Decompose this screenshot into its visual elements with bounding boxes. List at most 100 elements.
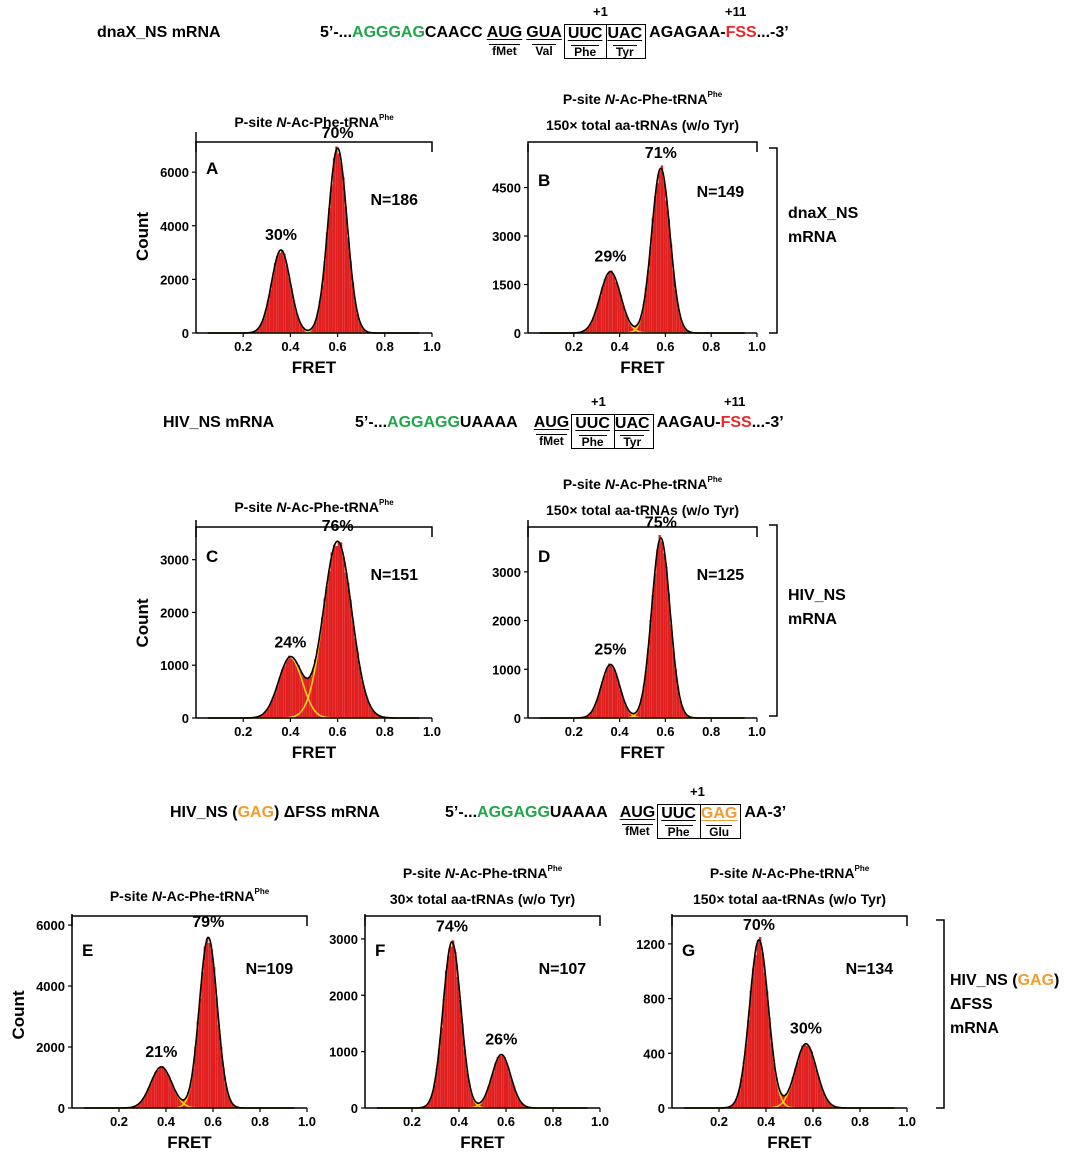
histogram-bar — [323, 261, 326, 333]
histogram-bar — [805, 1045, 809, 1108]
histogram-bar — [142, 1097, 145, 1108]
histogram-bar — [259, 324, 263, 333]
histogram-bar — [299, 323, 303, 333]
histogram-bar — [347, 237, 350, 333]
histogram-bar — [156, 1069, 159, 1108]
ps-box: UUC Phe UAC Tyr — [563, 24, 647, 59]
histogram-bar — [669, 624, 673, 718]
y-axis-label: Count — [133, 212, 152, 261]
histogram-bar — [278, 252, 281, 333]
sequence-text: 5’-... AGGGAG CAACC AUG fMet GUA Val UUC Ph… — [320, 24, 789, 59]
histogram-bar — [635, 325, 638, 333]
y-tick-label: 1000 — [329, 1045, 358, 1060]
histogram-bar — [617, 680, 620, 718]
histogram-bar — [184, 1097, 188, 1108]
histogram-bar — [656, 549, 659, 718]
histogram-bar — [737, 1090, 741, 1108]
header-bracket — [195, 141, 433, 152]
x-tick-label: 0.2 — [565, 724, 583, 739]
histogram-bar — [314, 659, 317, 718]
codon: AUG fMet — [619, 804, 656, 838]
histogram-bar — [283, 253, 286, 333]
fss-label: FSS — [725, 24, 757, 41]
histogram-bar — [766, 991, 769, 1108]
histogram-bar — [656, 183, 659, 333]
histogram-bar — [255, 330, 258, 333]
x-tick-label: 1.0 — [748, 724, 766, 739]
histogram-bar — [679, 699, 682, 718]
peak-percent-label: 26% — [485, 1031, 517, 1048]
ps-box: UUC Phe UAC Tyr — [571, 414, 654, 449]
histogram-bar — [775, 1076, 778, 1108]
y-tick-label: 6000 — [36, 918, 65, 933]
histogram-bar — [740, 1078, 743, 1108]
y-tick-label: 4000 — [160, 219, 189, 234]
histogram-bar — [321, 617, 324, 718]
histogram-bar — [137, 1103, 141, 1108]
histogram-bar — [480, 1101, 483, 1108]
histogram-bar — [205, 937, 209, 1108]
histogram-bar — [820, 1085, 823, 1108]
x-axis-label: FRET — [292, 358, 337, 377]
panel-header: P-site N-Ac-Phe-tRNAPhe — [710, 864, 870, 881]
x-tick-label: 0.2 — [110, 1114, 128, 1129]
panel-header-subtitle: 150× total aa-tRNAs (w/o Tyr) — [546, 502, 739, 518]
histogram-bar — [377, 715, 381, 718]
seq-after: AAGAU- — [656, 414, 721, 431]
y-tick-label: 3000 — [160, 553, 189, 568]
histogram-bar — [342, 177, 345, 333]
histogram-bar — [361, 327, 364, 333]
histogram-bar — [642, 303, 645, 333]
histogram-bar — [660, 165, 664, 333]
histogram-bar — [437, 1049, 441, 1108]
y-tick-label: 0 — [351, 1101, 358, 1116]
histogram-bar — [311, 326, 314, 333]
histogram-bar — [154, 1072, 157, 1108]
y-tick-label: 4000 — [36, 979, 65, 994]
histogram-bar — [649, 246, 652, 333]
y-tick-label: 1000 — [492, 662, 521, 677]
panel-header: P-site N-Ac-Phe-tRNAPhe — [403, 864, 563, 881]
histogram-bar — [309, 329, 312, 333]
histogram-bar — [373, 711, 376, 718]
total-fit-line — [539, 537, 745, 719]
histogram-bar — [761, 952, 764, 1108]
peak-percent-label: 30% — [265, 227, 297, 244]
histogram-bar — [796, 1061, 799, 1108]
histogram-bar — [213, 967, 216, 1108]
row-label: mRNA — [950, 1020, 999, 1037]
histogram-bar — [321, 284, 324, 333]
histogram-bar — [351, 282, 355, 333]
histogram-bar — [617, 287, 620, 333]
peak-percent-label: 30% — [790, 1021, 822, 1038]
histogram-bar — [203, 946, 206, 1108]
header-bracket — [671, 915, 908, 926]
histogram-bar — [612, 669, 616, 718]
panel-A: 0.2 0.4 0.6 0.8 1.0 0 2000 4000 6000 FRET Count A N=… — [133, 125, 441, 377]
histogram-bar — [594, 310, 597, 333]
x-tick-label: 0.4 — [281, 339, 300, 354]
histogram-bar — [304, 329, 307, 333]
histogram-bar — [454, 951, 457, 1108]
x-tick-label: 0.2 — [565, 339, 583, 354]
histogram-bar — [456, 977, 459, 1108]
histogram-bar — [635, 711, 638, 718]
histogram-bar — [368, 704, 371, 718]
y-tick-label: 1200 — [636, 937, 665, 952]
histogram-bar — [798, 1053, 802, 1108]
histogram-bar — [649, 619, 652, 718]
panel-header: P-site N-Ac-Phe-tRNAPhe — [110, 887, 270, 904]
codon: AUG fMet — [533, 414, 570, 448]
histogram-bar — [674, 668, 677, 718]
peak-percent-label: 70% — [743, 917, 775, 934]
histogram-bar — [822, 1092, 825, 1108]
histogram-bar — [489, 1079, 492, 1108]
histogram-bar — [494, 1063, 497, 1108]
histogram-bar — [644, 287, 648, 333]
histogram-bar — [817, 1076, 821, 1108]
histogram-bar — [309, 676, 312, 718]
histogram-bar — [354, 638, 357, 718]
codon: AUG fMet — [486, 24, 523, 58]
histogram-bar — [210, 949, 213, 1108]
